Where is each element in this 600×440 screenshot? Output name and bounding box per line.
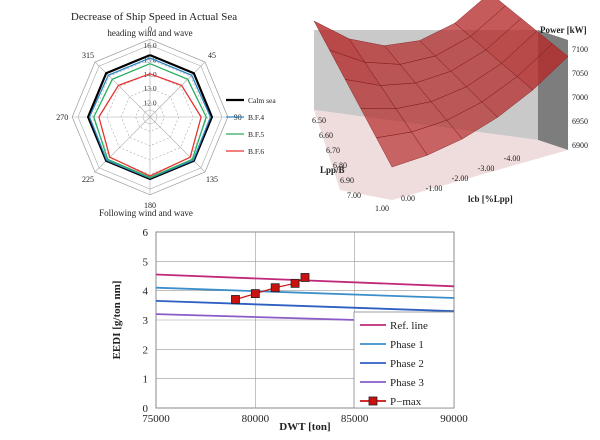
surface-z-tick: 6950: [572, 117, 588, 126]
eedi-data-point: [231, 295, 240, 304]
surface-z-tick: 7000: [572, 93, 588, 102]
radar-spoke: [94, 116, 151, 173]
radar-top-label: heading wind and wave: [107, 28, 192, 38]
radar-chart-panel: Decrease of Ship Speed in Actual Sea hea…: [0, 0, 300, 220]
radar-angle-label: 225: [82, 175, 94, 184]
radar-angle-label: 315: [82, 51, 94, 60]
eedi-y-tick: 6: [143, 227, 149, 239]
radar-angle-label: 45: [208, 51, 216, 60]
radar-spoke: [94, 61, 151, 118]
radar-angle-label: 0: [148, 25, 152, 34]
surface-mesh: [313, 0, 569, 168]
eedi-data-point: [290, 278, 300, 288]
eedi-legend-marker: [368, 396, 378, 406]
radar-legend-label: B.F.4: [248, 113, 264, 122]
eedi-y-tick: 2: [143, 344, 149, 356]
surface-z-tick: 6900: [572, 141, 588, 150]
eedi-y-tick: 1: [143, 374, 149, 386]
eedi-x-tick: 85000: [341, 413, 369, 425]
radar-spoke: [149, 61, 206, 118]
radar-title: Decrease of Ship Speed in Actual Sea: [71, 11, 237, 23]
surface-y-tick: 6.80: [333, 161, 347, 170]
surface-x-tick: 1.00: [375, 204, 389, 213]
surface-y-tick: 7.00: [347, 191, 361, 200]
eedi-data-point: [300, 273, 310, 282]
surface-y-tick: 6.70: [326, 146, 340, 155]
eedi-chart-panel: 0 1 2 3 4 5 6 75000 80000 85000 90000 DWT [ton] EE…: [100, 222, 500, 435]
radar-angle-label: 135: [206, 175, 218, 184]
surface-patch: [516, 43, 569, 91]
surface-x-label: lcb [%Lpp]: [468, 194, 513, 204]
radar-bottom-label: Following wind and wave: [99, 208, 193, 218]
eedi-legend-label: Phase 2: [390, 358, 424, 370]
eedi-legend-label: Phase 3: [390, 377, 424, 389]
surface-z-label: Power [kW]: [540, 25, 587, 35]
surface-x-tick: -3.00: [478, 164, 495, 173]
surface-x-tick: 0.00: [401, 194, 415, 203]
eedi-data-point: [250, 289, 260, 298]
surface-chart-panel: 7100 7050 7000 6950 6900 1.00 0.00 -1.00 -2.00-…: [300, 0, 600, 220]
radar-legend-label: B.F.5: [248, 130, 264, 139]
surface-z-tick: 7050: [572, 69, 588, 78]
eedi-x-tick: 75000: [142, 413, 170, 425]
radar-outer-ring: [71, 38, 229, 196]
eedi-y-label: EEDI [g/ton nm]: [111, 281, 123, 360]
eedi-legend-label: Phase 1: [390, 339, 424, 351]
eedi-chart: 0 1 2 3 4 5 6 75000 80000 85000 90000 DWT [ton] EE…: [111, 227, 468, 433]
eedi-series-line: [155, 286, 455, 299]
surface-y-tick: 6.60: [319, 131, 333, 140]
radar-legend-label: B.F.6: [248, 147, 264, 156]
radar-chart: Decrease of Ship Speed in Actual Sea hea…: [56, 11, 276, 218]
radar-angle-label: 180: [144, 201, 156, 210]
surface-x-tick: -1.00: [426, 184, 443, 193]
surface-x-tick: -2.00: [452, 174, 469, 183]
surface-x-tick: -4.00: [504, 154, 521, 163]
eedi-y-tick: 0: [143, 403, 149, 415]
eedi-y-tick: 5: [143, 256, 149, 268]
eedi-x-label: DWT [ton]: [279, 421, 330, 433]
eedi-legend-label: Ref. line: [390, 320, 428, 332]
radar-angle-label: 270: [56, 113, 68, 122]
surface-y-tick: 6.90: [340, 176, 354, 185]
eedi-series-line: [155, 300, 455, 313]
surface-y-tick: 6.50: [312, 116, 326, 125]
surface-y-label: Lpp/B: [320, 165, 345, 175]
eedi-y-tick: 3: [143, 315, 149, 327]
eedi-x-tick: 80000: [242, 413, 270, 425]
radar-series-line: [93, 63, 207, 179]
eedi-data-point: [270, 283, 280, 293]
radar-series-line: [98, 73, 202, 177]
radar-legend: Calm sea B.F.4 B.F.5 B.F.6: [226, 96, 276, 156]
eedi-legend-box: [353, 311, 455, 409]
surface-z-tick: 7100: [572, 45, 588, 54]
eedi-legend: Ref. line Phase 1 Phase 2 Phase 3 P−max: [353, 311, 455, 409]
eedi-x-tick: 90000: [440, 413, 468, 425]
radar-spoke: [149, 116, 206, 173]
eedi-y-tick: 4: [143, 286, 149, 298]
eedi-legend-label: P−max: [390, 396, 422, 408]
radar-legend-label: Calm sea: [248, 96, 276, 105]
